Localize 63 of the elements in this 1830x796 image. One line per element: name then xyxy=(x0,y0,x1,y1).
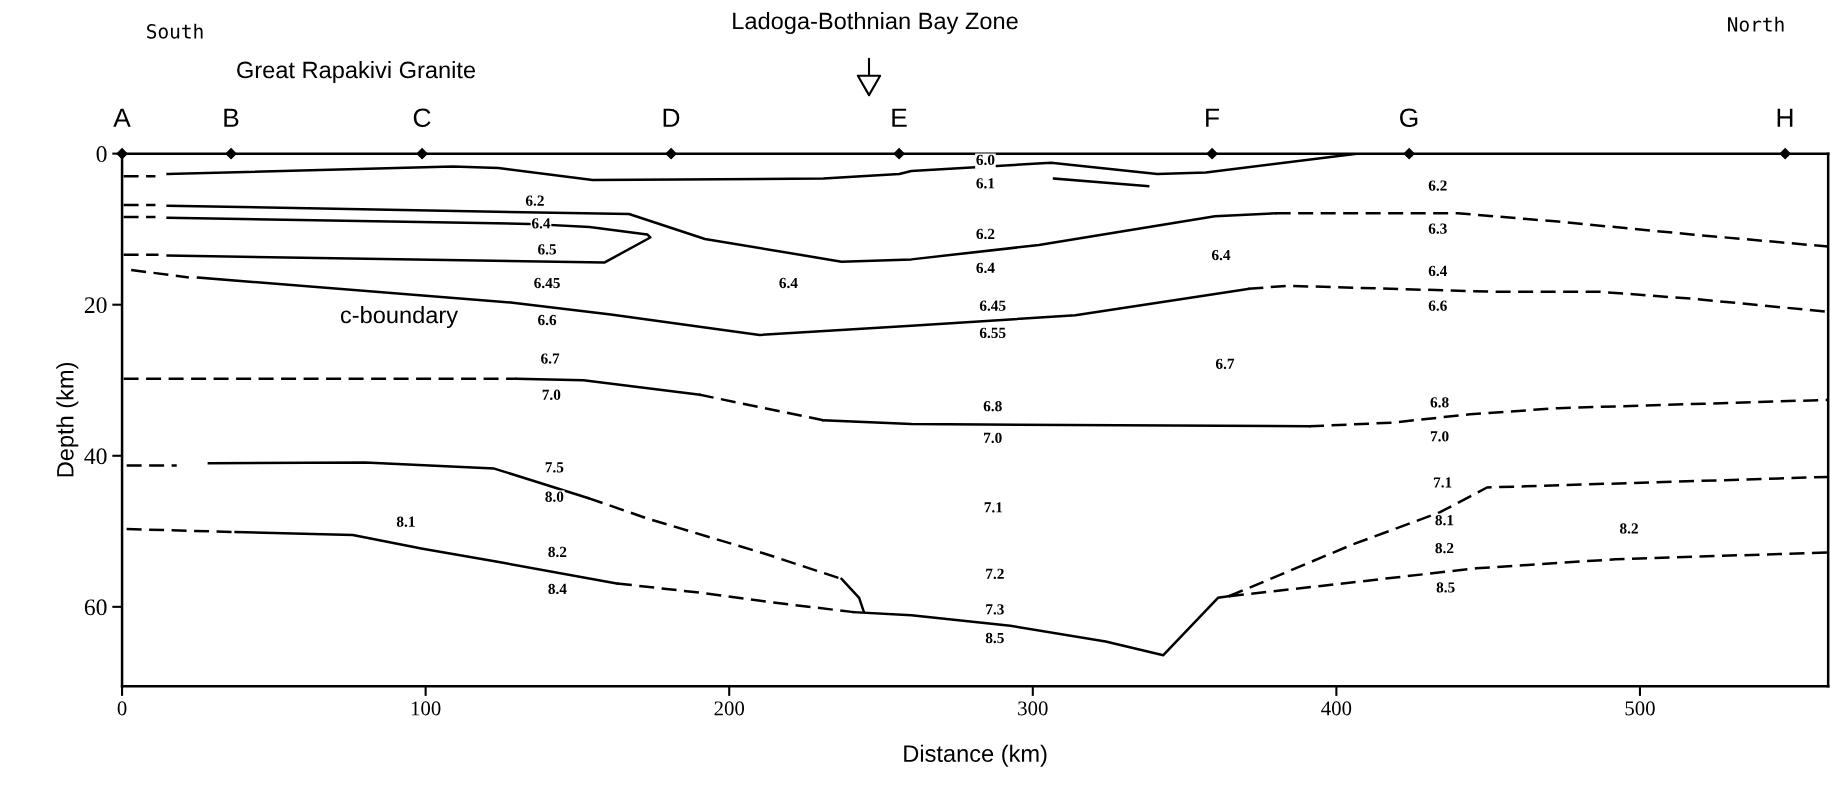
annotation: 6.8 xyxy=(983,400,1002,412)
annotation: 6.0 xyxy=(976,154,995,166)
text: B xyxy=(224,108,239,127)
x-tick-label: 0 xyxy=(117,701,127,716)
y-tick-label: 40 xyxy=(84,448,107,465)
annotation: 6.7 xyxy=(541,353,560,364)
annotation: 6.6 xyxy=(1428,300,1447,311)
text: North xyxy=(1728,16,1784,32)
annotation: 7.1 xyxy=(984,502,1003,513)
annotation: 8.5 xyxy=(985,632,1004,644)
x-tick-label: 100 xyxy=(411,701,441,716)
annotation: 6.4 xyxy=(779,277,798,289)
text: C xyxy=(413,108,431,128)
annotation: 6.8 xyxy=(1430,397,1449,408)
annotation: 7.3 xyxy=(986,604,1004,615)
annotation: 6.6 xyxy=(538,314,557,326)
annotation: 8.2 xyxy=(1435,542,1454,554)
annotation: 7.0 xyxy=(1430,431,1449,442)
x-tick-label: 500 xyxy=(1625,701,1655,716)
annotation: 6.45 xyxy=(979,300,1006,311)
annotation: 7.1 xyxy=(1433,477,1452,488)
x-tick-label: 200 xyxy=(714,701,745,716)
annotation: 6.5 xyxy=(538,244,557,255)
annotation: 6.3 xyxy=(1428,223,1447,234)
x-tick-label: 400 xyxy=(1321,701,1352,716)
annotation: 6.4 xyxy=(531,218,551,229)
annotation: 8.4 xyxy=(548,583,567,595)
annotation: 7.0 xyxy=(542,389,561,400)
text: D xyxy=(663,108,680,127)
annotation: 7.0 xyxy=(984,432,1002,444)
x-tick-label: 300 xyxy=(1018,701,1048,716)
y-tick-label: 20 xyxy=(84,297,107,314)
annotation: 6.1 xyxy=(976,178,995,189)
annotation: c-boundary xyxy=(340,306,459,328)
annotation: 8.0 xyxy=(545,491,564,502)
annotation: 6.45 xyxy=(534,277,560,289)
text: Ladoga-Bothnian Bay Zone xyxy=(733,12,1018,34)
annotation: 6.2 xyxy=(525,195,544,206)
text: G xyxy=(1400,108,1418,128)
annotation: 7.5 xyxy=(545,462,564,473)
text: Great Rapakivi Granite xyxy=(237,61,476,83)
text: F xyxy=(1206,108,1219,127)
annotation: 6.4 xyxy=(1428,265,1448,277)
y-axis-title: Depth (km) xyxy=(56,362,79,477)
x-axis-title: Distance (km) xyxy=(904,744,1047,767)
annotation: 6.2 xyxy=(1428,180,1447,191)
annotation: 6.7 xyxy=(1215,358,1235,370)
annotation: 8.1 xyxy=(396,516,415,527)
text: A xyxy=(113,108,131,127)
annotation: 6.55 xyxy=(979,327,1006,339)
annotation: 8.2 xyxy=(1619,523,1638,534)
text: South xyxy=(147,23,203,39)
text: E xyxy=(892,108,907,127)
annotation: 8.2 xyxy=(548,546,567,558)
y-tick-label: 0 xyxy=(96,146,107,163)
annotation: 6.4 xyxy=(1211,249,1231,261)
annotation: 6.4 xyxy=(976,262,995,274)
annotation: 6.2 xyxy=(976,228,995,240)
annotation: 8.1 xyxy=(1435,515,1454,526)
annotation: 7.2 xyxy=(986,568,1004,580)
y-tick-label: 60 xyxy=(84,599,107,616)
text: H xyxy=(1777,108,1793,127)
annotation: 8.5 xyxy=(1436,582,1455,593)
